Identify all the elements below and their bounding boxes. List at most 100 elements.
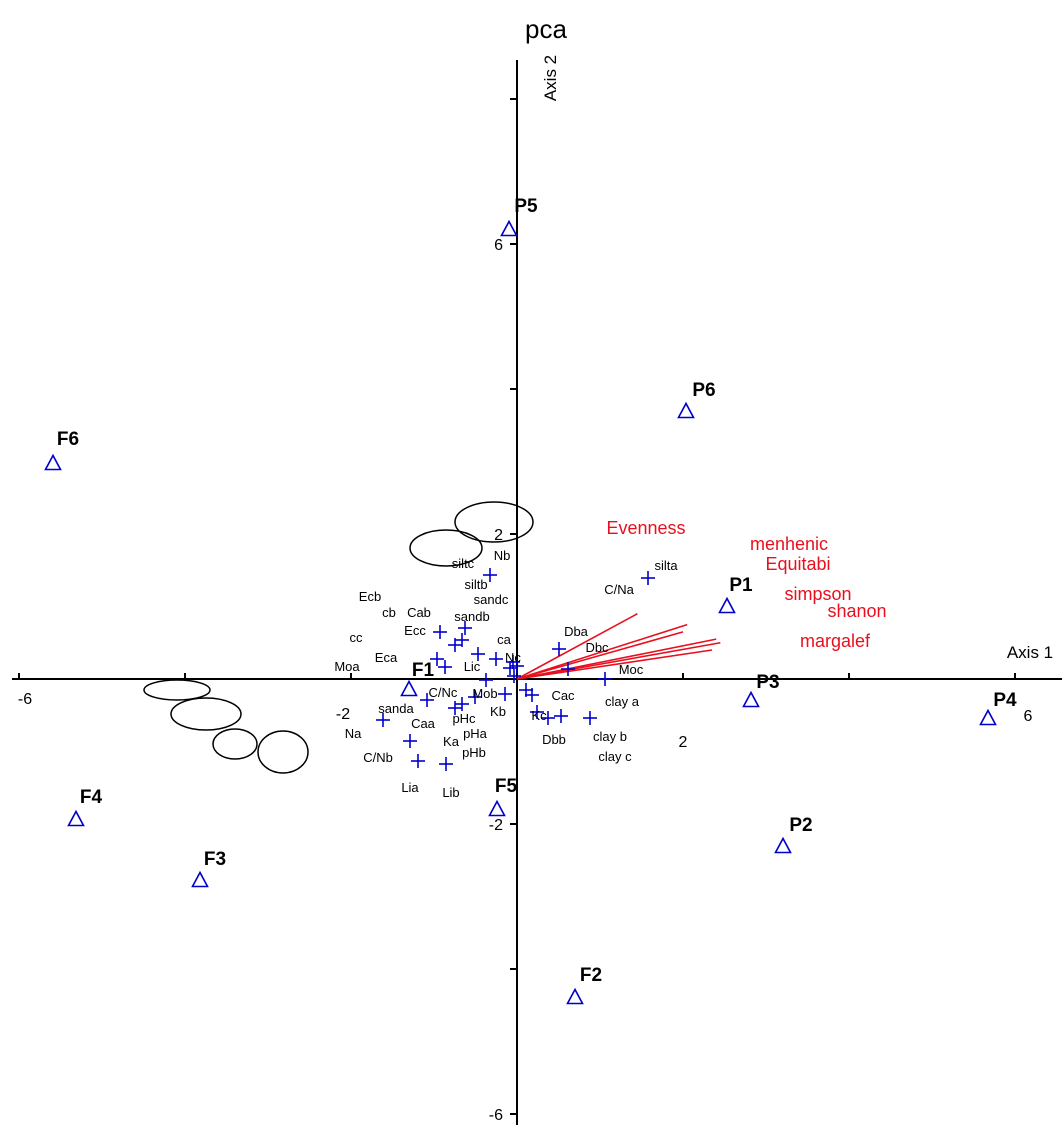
vector-label-evenness: Evenness bbox=[606, 518, 685, 538]
variable-marker bbox=[561, 662, 575, 676]
site-label: F2 bbox=[580, 965, 602, 986]
variable-marker bbox=[552, 642, 566, 656]
variable-marker bbox=[468, 690, 482, 704]
site-label: P5 bbox=[514, 196, 538, 217]
variable-label-dbc: Dbc bbox=[585, 640, 609, 655]
y-axis-label: Axis 2 bbox=[541, 55, 560, 101]
site-marker bbox=[191, 870, 209, 888]
ellipse-6 bbox=[257, 730, 309, 774]
site-label: P4 bbox=[993, 690, 1017, 711]
variable-label-sanda: sanda bbox=[378, 701, 414, 716]
variable-marker bbox=[438, 660, 452, 674]
site-label: F3 bbox=[204, 849, 226, 870]
site-marker bbox=[742, 690, 760, 708]
axes: -6 -2 2 6 6 2 -2 -6 Axis 1 Axis 2 bbox=[12, 55, 1062, 1125]
variable-label-cab: Cab bbox=[407, 605, 431, 620]
variable-label-moc: Moc bbox=[619, 662, 644, 677]
site-label: F5 bbox=[495, 776, 518, 797]
variable-marker bbox=[471, 647, 485, 661]
variable-label-moa: Moa bbox=[334, 659, 360, 674]
variable-marker bbox=[530, 705, 544, 719]
variable-marker bbox=[498, 687, 512, 701]
variable-label-cc: cc bbox=[350, 630, 364, 645]
variable-label-eca: Eca bbox=[375, 650, 398, 665]
variable-marker bbox=[479, 673, 493, 687]
variable-label-c-nc: C/Nc bbox=[429, 685, 458, 700]
site-marker bbox=[677, 401, 695, 419]
vector-label-simpson: simpson bbox=[784, 584, 851, 604]
vector-label-equitabi: Equitabi bbox=[765, 554, 830, 574]
variable-label-kc: Kc bbox=[531, 708, 547, 723]
site-marker bbox=[488, 799, 506, 817]
variable-marker bbox=[510, 659, 524, 673]
variable-label-silta: silta bbox=[654, 558, 678, 573]
variable-marker bbox=[420, 693, 434, 707]
x-tick-label: 6 bbox=[1024, 708, 1033, 725]
variable-marker bbox=[554, 709, 568, 723]
site-marker bbox=[718, 596, 736, 614]
vector-label-menhenic: menhenic bbox=[750, 534, 828, 554]
y-tick-label: -2 bbox=[489, 817, 503, 834]
site-p6: P6 bbox=[677, 380, 716, 419]
variable-label-phc: pHc bbox=[452, 711, 476, 726]
x-tick-label: -2 bbox=[336, 706, 350, 723]
x-axis-label: Axis 1 bbox=[1007, 643, 1053, 662]
site-p1: P1 bbox=[718, 575, 753, 614]
variable-label-lia: Lia bbox=[401, 780, 419, 795]
variable-marker bbox=[489, 652, 503, 666]
site-label: P3 bbox=[756, 672, 779, 693]
vector-shanon bbox=[516, 641, 721, 680]
site-marker bbox=[67, 809, 85, 827]
variable-label-nc: Nc bbox=[505, 650, 521, 665]
site-label: P2 bbox=[789, 815, 812, 836]
variable-label-phb: pHb bbox=[462, 745, 486, 760]
sites-layer: P5 P6 F6 P1 F1 P3 P4 F5 P2 F4 F3 F2 bbox=[44, 196, 1017, 1005]
ellipse-4 bbox=[170, 697, 242, 731]
chart-title: pca bbox=[525, 14, 567, 44]
variable-marker bbox=[411, 754, 425, 768]
variable-marker bbox=[376, 713, 390, 727]
variable-marker bbox=[483, 568, 497, 582]
site-marker bbox=[566, 987, 584, 1005]
vector-label-margalef: margalef bbox=[800, 631, 871, 651]
variable-label-cac: Cac bbox=[551, 688, 575, 703]
variable-label-clay-a: clay a bbox=[605, 694, 640, 709]
site-f5: F5 bbox=[488, 776, 518, 817]
site-f1: F1 bbox=[400, 660, 435, 697]
vector-margalef bbox=[516, 649, 713, 680]
site-label: F6 bbox=[57, 429, 79, 450]
variable-label-dba: Dba bbox=[564, 624, 589, 639]
variable-label-pha: pHa bbox=[463, 726, 488, 741]
vector-label-shanon: shanon bbox=[827, 601, 886, 621]
vector-equitabi bbox=[516, 631, 684, 680]
site-label: P6 bbox=[692, 380, 715, 401]
variable-marker bbox=[403, 734, 417, 748]
site-label: F4 bbox=[80, 787, 103, 808]
vector-menhenic bbox=[516, 623, 688, 680]
variable-marker bbox=[507, 669, 521, 683]
site-p4: P4 bbox=[979, 690, 1017, 726]
site-marker bbox=[500, 219, 518, 237]
site-f4: F4 bbox=[67, 787, 103, 827]
variable-marker bbox=[433, 625, 447, 639]
site-f2: F2 bbox=[566, 965, 602, 1005]
ellipse-3 bbox=[143, 679, 211, 701]
x-tick-label: -6 bbox=[18, 691, 32, 708]
site-label: F1 bbox=[412, 660, 435, 681]
variable-marker bbox=[503, 661, 517, 675]
site-marker bbox=[400, 679, 418, 697]
variable-marker bbox=[455, 697, 469, 711]
site-marker bbox=[44, 453, 62, 471]
y-tick-label: -6 bbox=[489, 1107, 503, 1124]
variable-marker bbox=[430, 652, 444, 666]
site-p3: P3 bbox=[742, 672, 780, 708]
ellipse-1 bbox=[454, 501, 534, 543]
variable-marker bbox=[583, 711, 597, 725]
variable-label-siltb: siltb bbox=[464, 577, 487, 592]
site-f6: F6 bbox=[44, 429, 79, 471]
y-tick-label: 6 bbox=[494, 237, 503, 254]
variable-label-dbb: Dbb bbox=[542, 732, 566, 747]
